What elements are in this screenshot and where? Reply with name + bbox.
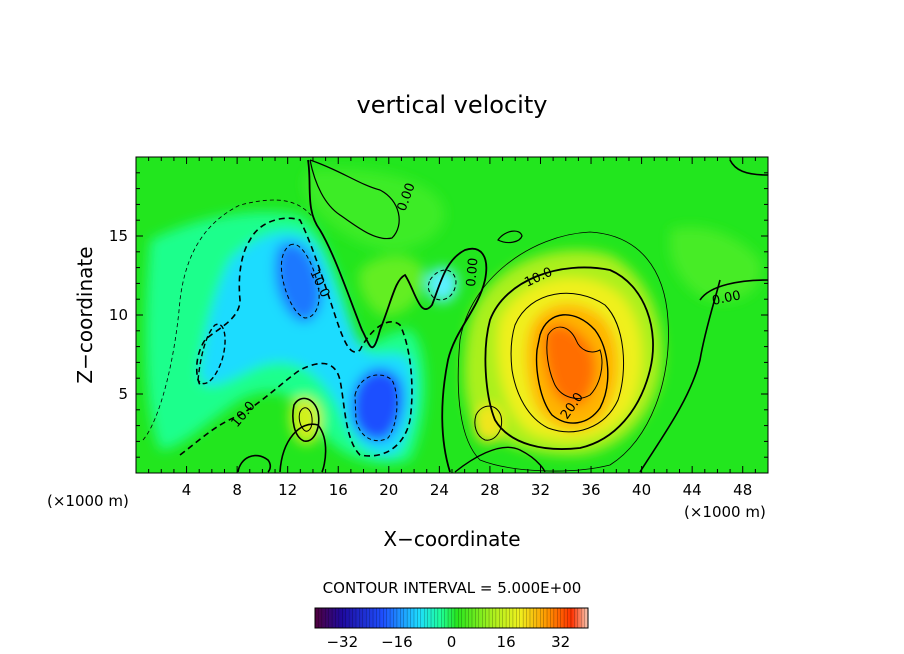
contour-pos-20: [535, 314, 609, 424]
positive-region-core: [543, 324, 597, 406]
x-axis: 4 8 12 16 20 24 28 32 36 40 44 48: [148, 157, 756, 499]
contours: [142, 159, 768, 473]
contour-zero-top: [729, 159, 768, 176]
contour-zero-main: [307, 159, 488, 473]
x-tick-label: 44: [683, 481, 702, 499]
colorbar-tick-label: 0: [447, 633, 457, 651]
contour-pos-far-right: [639, 279, 721, 473]
contour-pos-blob13b: [298, 407, 313, 432]
y-axis: 5 10 15: [109, 172, 768, 458]
contour-neg-10: [179, 217, 413, 457]
contour-zero-left-bottom: [279, 423, 327, 473]
x-tick-label: 24: [430, 481, 449, 499]
contour-zero-bottom-left: [237, 454, 272, 473]
field-blobs: [145, 168, 762, 464]
contour-pos-blob28: [474, 405, 503, 441]
positive-blob-28: [473, 403, 504, 444]
y-axis-label: Z−coordinate: [73, 246, 97, 383]
plot-area: 0.00 0.00 0.00 10.0 10.0 10.0 20.0: [136, 157, 768, 473]
negative-region-blue-lower: [352, 368, 404, 441]
x-tick-label: 20: [379, 481, 398, 499]
contour-zero-right: [699, 279, 768, 301]
contour-neg-15: [280, 243, 320, 319]
x-tick-label: 16: [329, 481, 348, 499]
positive-blob-13: [290, 397, 321, 445]
x-tick-label: 48: [733, 481, 752, 499]
chart-title: vertical velocity: [357, 91, 548, 119]
x-tick-label: 8: [232, 481, 242, 499]
x-tick-label: 36: [581, 481, 600, 499]
contour-small-top: [497, 230, 523, 244]
contour-neg-small: [427, 269, 457, 301]
contour-pos-10: [484, 266, 654, 450]
colorbar-stripes: [318, 608, 585, 628]
light-region-center: [359, 255, 425, 316]
y-tick-label: 15: [109, 227, 128, 245]
colorbar-tick-label: 16: [497, 633, 516, 651]
contour-pos-5: [457, 231, 669, 472]
contour-label: 0.00: [464, 257, 481, 287]
negative-region-small: [426, 267, 458, 303]
contour-pos-15: [510, 292, 625, 433]
colorbar-tick-label: 32: [551, 633, 570, 651]
x-tick-label: 28: [480, 481, 499, 499]
contour-zero-mid: [454, 446, 546, 473]
contour-pos-blob13: [292, 397, 320, 442]
contour-pos-25: [546, 326, 603, 399]
colorbar-tick-label: −16: [381, 633, 413, 651]
contour-zero-upper: [309, 159, 400, 240]
contour-interval-text: CONTOUR INTERVAL = 5.000E+00: [323, 579, 582, 597]
x-unit-label-right: (×1000 m): [684, 503, 766, 521]
colorbar-ticks: −32 −16 0 16 32: [326, 633, 570, 651]
contour-neg-outer: [142, 199, 316, 441]
light-region-upper: [304, 168, 445, 251]
x-tick-label: 32: [531, 481, 550, 499]
x-axis-label: X−coordinate: [383, 527, 520, 551]
x-tick-label: 40: [632, 481, 651, 499]
x-tick-label: 12: [278, 481, 297, 499]
contour-neg-left: [197, 323, 226, 385]
x-tick-label: 4: [182, 481, 192, 499]
x-unit-label-left: (×1000 m): [47, 492, 129, 510]
colorbar-tick-label: −32: [326, 633, 358, 651]
contour-label: 0.00: [711, 288, 742, 309]
y-tick-label: 5: [118, 385, 128, 403]
y-tick-label: 10: [109, 306, 128, 324]
